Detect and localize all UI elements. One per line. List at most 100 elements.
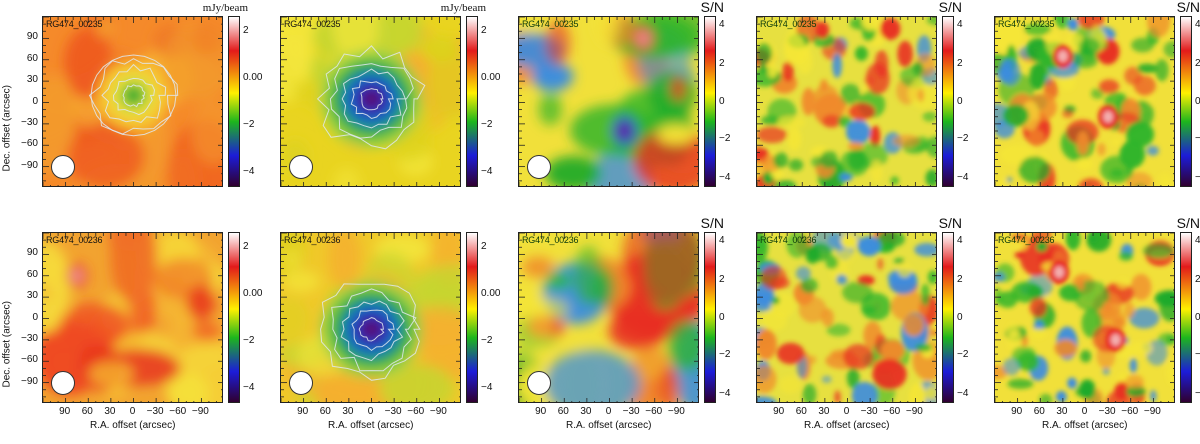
depression-contour <box>367 325 376 334</box>
colorbar-tick-label: 4 <box>1195 18 1200 30</box>
source-label: RG474_00235 <box>760 19 817 29</box>
map-blob <box>834 390 841 402</box>
map-blob <box>71 93 104 127</box>
map-blob <box>925 386 936 401</box>
map-blob <box>282 270 320 293</box>
colorbar-unit-label: mJy/beam <box>440 2 486 14</box>
map-blob <box>802 383 817 402</box>
map-blob <box>1039 393 1053 402</box>
contour-line <box>88 58 179 135</box>
map-blob <box>1163 41 1174 58</box>
y-tick-label: 30 <box>26 290 38 302</box>
map-blob <box>314 374 370 402</box>
map-blob <box>1110 138 1122 146</box>
contour-line <box>320 283 421 381</box>
colorbar-tick-label: −4 <box>243 165 255 177</box>
map-blob <box>776 342 805 365</box>
map-panel-1-1: RG474_00236 <box>280 232 461 403</box>
map-blob <box>379 364 455 402</box>
map-blob <box>840 149 870 177</box>
map-blob <box>1137 63 1158 74</box>
map-blob <box>59 302 130 347</box>
map-blob <box>782 61 794 82</box>
contour-line <box>90 54 177 137</box>
contour-line <box>341 68 407 129</box>
colorbar-0-0 <box>228 16 240 187</box>
x-tick-label: 30 <box>342 406 354 417</box>
map-blob <box>1000 59 1012 79</box>
map-blob <box>862 17 881 31</box>
colorbar-tick-label: −2 <box>243 119 255 131</box>
x-tick-label: 30 <box>580 406 592 417</box>
x-axis-title: R.A. offset (arcsec) <box>328 420 414 431</box>
map-panel-1-3: RG474_00236 <box>756 232 937 403</box>
map-blob <box>1130 273 1152 301</box>
map-blob <box>877 258 884 270</box>
contour-line <box>112 77 156 116</box>
x-tick-label: 60 <box>795 406 807 417</box>
x-tick-label: 0 <box>605 406 612 417</box>
colorbar-tick-label: 2 <box>1195 273 1200 285</box>
colorbar-0-1 <box>228 232 240 403</box>
negative-peak <box>618 123 631 139</box>
map-blob <box>1129 307 1160 329</box>
map-blob <box>545 272 572 290</box>
x-tick-label: 0 <box>129 406 136 417</box>
map-blob <box>1154 290 1174 307</box>
map-blob <box>759 62 766 74</box>
map-blob <box>1011 233 1029 242</box>
y-tick-label: −30 <box>21 332 38 344</box>
depression-contour <box>367 94 376 103</box>
map-blob <box>1059 284 1082 302</box>
map-blob <box>1077 277 1085 292</box>
map-image <box>757 17 936 186</box>
positive-peak <box>1057 50 1068 63</box>
map-blob <box>1007 378 1034 389</box>
map-blob <box>1031 328 1046 339</box>
colorbar-tick-label: −4 <box>481 381 493 393</box>
map-blob <box>531 61 574 92</box>
map-blob <box>1031 233 1052 244</box>
map-blob <box>880 17 901 40</box>
map-blob <box>573 246 604 306</box>
map-blob <box>768 65 778 78</box>
map-blob <box>1105 390 1132 402</box>
map-blob <box>281 20 300 36</box>
map-blob <box>310 54 331 86</box>
colorbar-tick-label: −2 <box>957 349 969 361</box>
map-blob <box>846 367 860 389</box>
map-panel-0-4: RG474_00235 <box>994 16 1175 187</box>
source-label: RG474_00235 <box>998 19 1055 29</box>
y-tick-label: 30 <box>26 74 38 86</box>
map-blob <box>1102 367 1110 375</box>
colorbar-tick-label: −2 <box>243 335 255 347</box>
map-blob <box>757 329 777 360</box>
map-panel-1-0: RG474_00236 <box>42 232 223 403</box>
colorbar-tick-label: 2 <box>481 25 487 37</box>
map-blob <box>843 343 874 370</box>
colorbar-tick-label: 2 <box>243 25 249 37</box>
colorbar-tick-label: 0.00 <box>481 287 501 299</box>
map-blob <box>1112 316 1125 328</box>
colorbar-tick-label: −2 <box>1195 133 1200 145</box>
colorbar-tick-label: 0.00 <box>481 71 501 83</box>
source-label: RG474_00236 <box>46 235 103 245</box>
map-blob <box>1080 350 1092 363</box>
map-blob <box>837 249 854 265</box>
map-blob <box>857 236 881 257</box>
colorbar-tick-label: 0 <box>957 311 963 323</box>
y-tick-label: 60 <box>26 268 38 280</box>
x-axis-title: R.A. offset (arcsec) <box>90 420 176 431</box>
colorbar-tick-label: −2 <box>719 133 731 145</box>
colorbar-tick-label: 0 <box>1195 311 1200 323</box>
map-blob <box>811 155 822 168</box>
y-tick-label: 0 <box>32 95 38 107</box>
contour-line <box>340 300 405 362</box>
map-blob <box>825 255 839 270</box>
contour-line <box>331 288 417 372</box>
map-blob <box>909 382 926 402</box>
x-tick-label: 90 <box>773 406 785 417</box>
colorbar-tick-label: −2 <box>719 349 731 361</box>
map-blob <box>1125 374 1144 389</box>
map-blob <box>826 323 851 337</box>
